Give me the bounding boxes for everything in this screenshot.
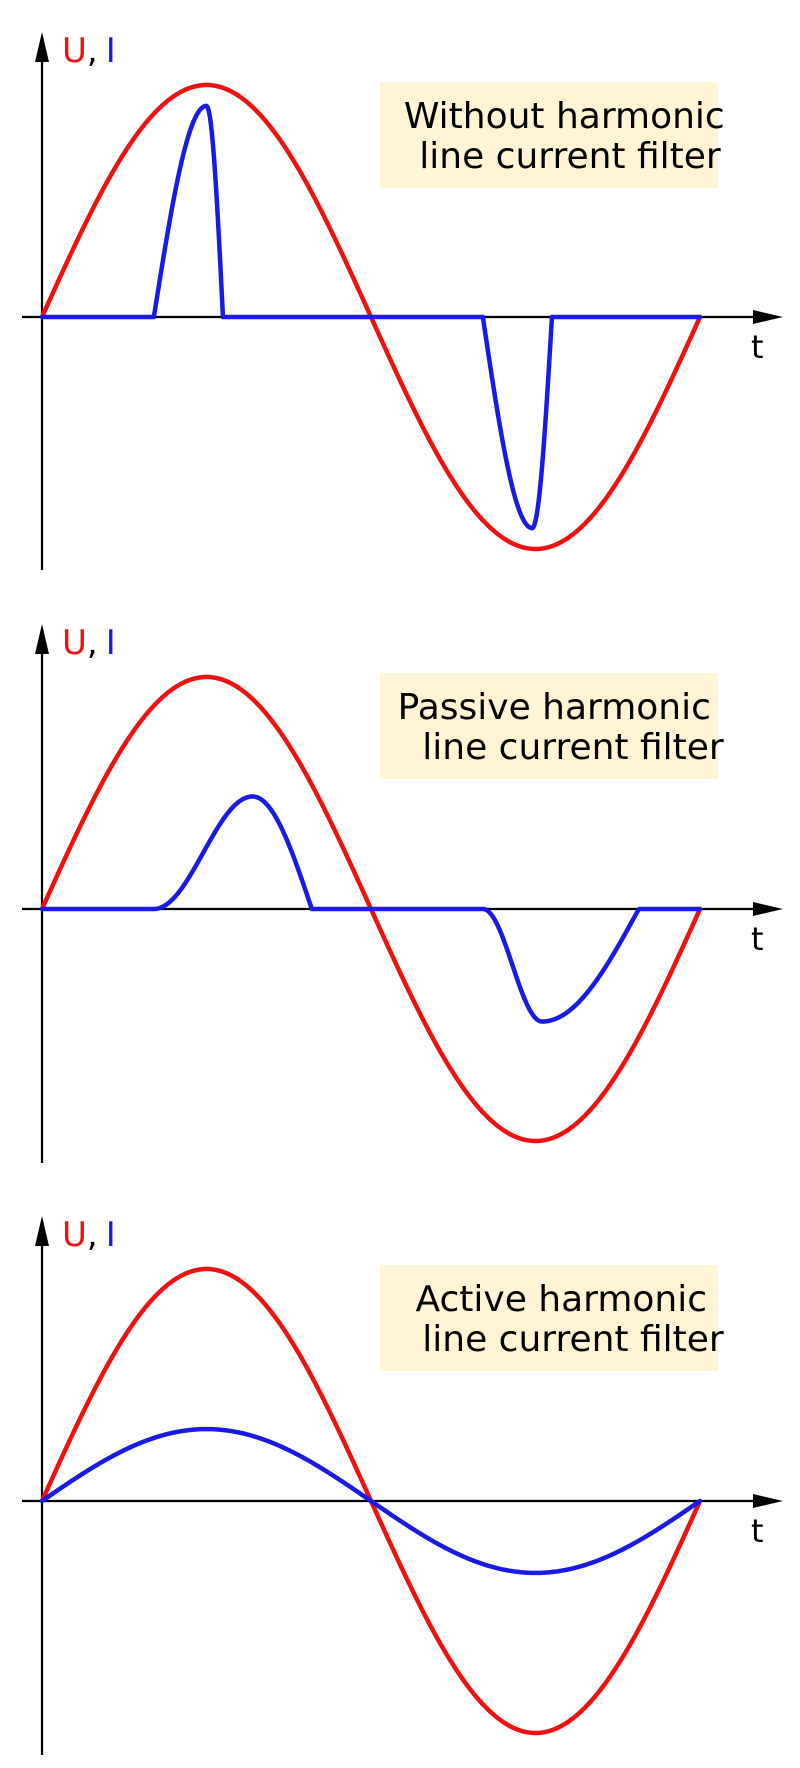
x-axis-arrow [753, 902, 783, 916]
panel-title: Without harmonic line current filter [404, 96, 736, 177]
x-axis-arrow [753, 1494, 783, 1508]
current-symbol: I [106, 1215, 116, 1255]
panel-title-box [380, 82, 718, 188]
axis-legend: U, I [62, 31, 116, 71]
panel-without-filter: Without harmonic line current filter U, I… [22, 31, 783, 570]
current-curve [39, 103, 703, 531]
current-curve [39, 1426, 703, 1576]
time-axis-label: t [751, 920, 764, 958]
current-symbol: I [106, 623, 116, 663]
panel-title-box [380, 673, 718, 779]
y-axis-arrow [35, 32, 49, 62]
panel-title: Active harmonic line current filter [415, 1279, 723, 1360]
current-curve [39, 794, 703, 1024]
legend-separator: , [87, 623, 98, 663]
legend-separator: , [87, 31, 98, 71]
y-axis-arrow [35, 1216, 49, 1246]
legend-separator: , [87, 1215, 98, 1255]
panel-title: Passive harmonic line current filter [398, 687, 724, 768]
panel-title-box [380, 1265, 718, 1371]
time-axis-label: t [751, 328, 764, 366]
y-axis-arrow [35, 624, 49, 654]
voltage-symbol: U [62, 31, 87, 71]
axis-legend: U, I [62, 1215, 116, 1255]
panel-passive-filter: Passive harmonic line current filter U, I… [22, 623, 783, 1163]
current-symbol: I [106, 31, 116, 71]
voltage-symbol: U [62, 1215, 87, 1255]
axis-legend: U, I [62, 623, 116, 663]
time-axis-label: t [751, 1512, 764, 1550]
x-axis-arrow [753, 310, 783, 324]
voltage-symbol: U [62, 623, 87, 663]
panel-active-filter: Active harmonic line current filter U, I … [22, 1215, 783, 1755]
